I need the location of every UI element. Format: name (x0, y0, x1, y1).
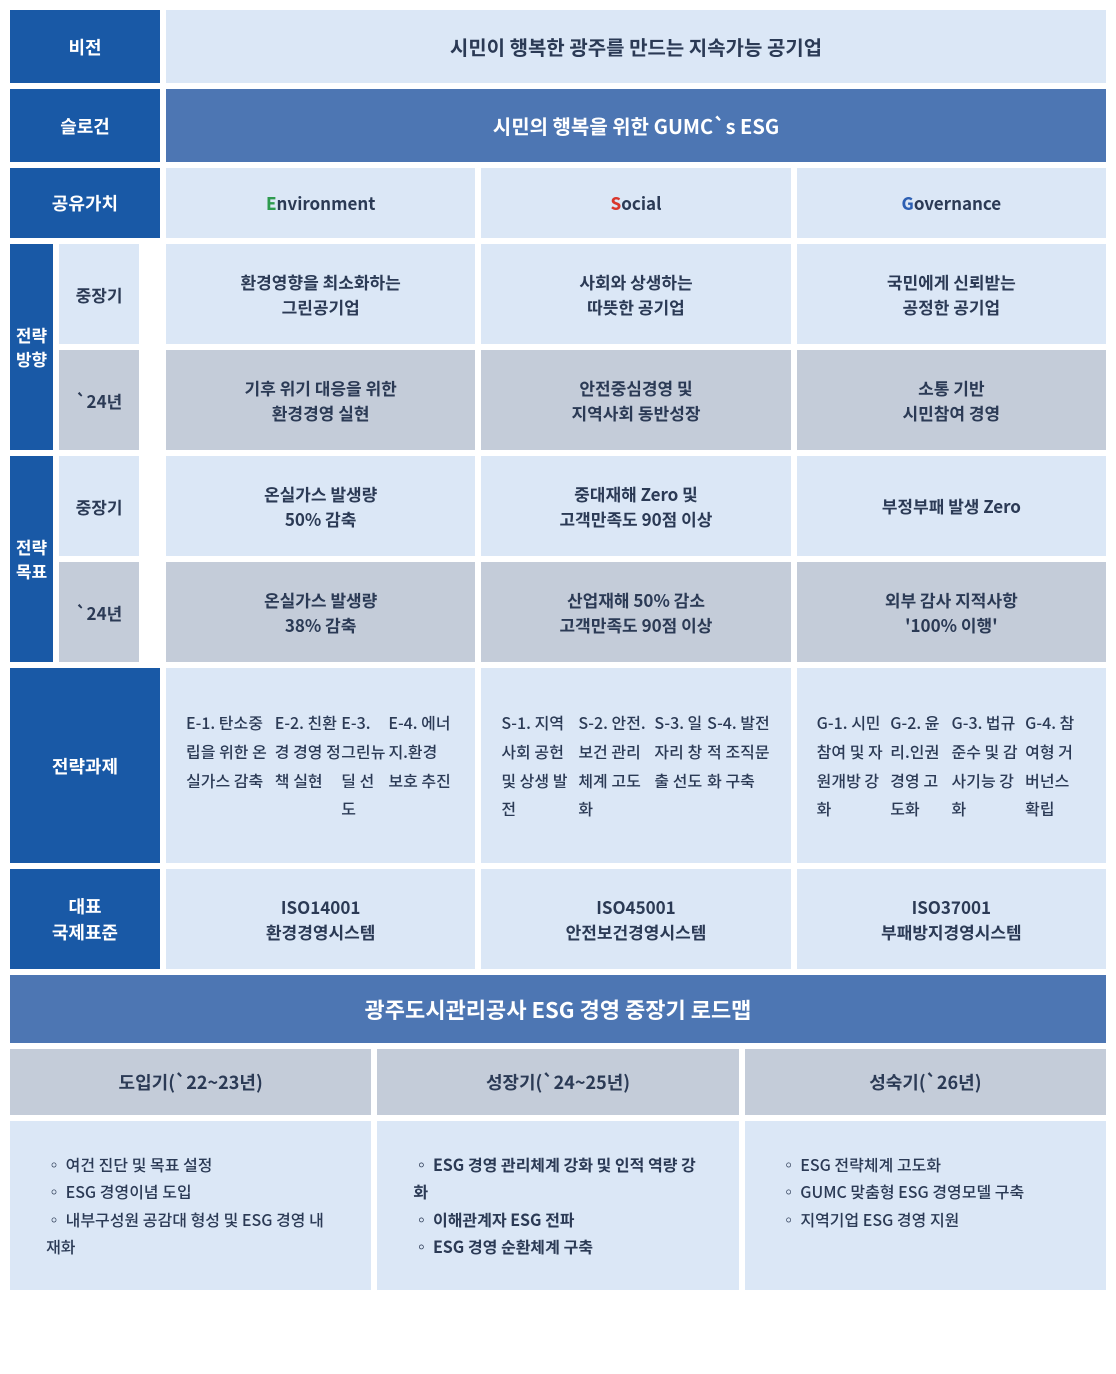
esg-g: Governance (797, 168, 1106, 238)
task-item: S-3. 일자리 창출 선도 (654, 708, 707, 794)
label-slogan: 슬로건 (10, 89, 160, 162)
task-item: G-4. 참여형 거버넌스 확립 (1025, 708, 1086, 823)
roadmap-item: ESG 경영 관리체계 강화 및 인적 역량 강화 (413, 1151, 702, 1205)
dir-lt-s: 사회와 상생하는 따뜻한 공기업 (481, 244, 790, 344)
task-item: E-1. 탄소중립을 위한 온실가스 감축 (186, 708, 275, 794)
label-vision: 비전 (10, 10, 160, 83)
roadmap-phase-title: 도입기(`22~23년) (10, 1049, 371, 1115)
label-direction-y24: `24년 (59, 350, 139, 450)
label-goal: 전략 목표 중장기 `24년 (10, 456, 160, 662)
tasks-s: S-1. 지역사회 공헌 및 상생 발전S-2. 안전.보건 관리체계 고도화S… (481, 668, 790, 863)
roadmap-title: 광주도시관리공사 ESG 경영 중장기 로드맵 (10, 975, 1106, 1043)
row-shared-value: 공유가치 Environment Social Governance (10, 168, 1106, 238)
task-item: S-1. 지역사회 공헌 및 상생 발전 (501, 708, 578, 823)
dir-lt-g: 국민에게 신뢰받는 공정한 공기업 (797, 244, 1106, 344)
task-item: S-4. 발전적 조직문화 구축 (707, 708, 771, 794)
label-direction-main: 전략 방향 (10, 244, 53, 450)
roadmap-item: GUMC 맞춤형 ESG 경영모델 구축 (781, 1178, 1070, 1205)
goal-24-s: 산업재해 50% 감소 고객만족도 90점 이상 (481, 562, 790, 662)
task-item: S-2. 안전.보건 관리체계 고도화 (578, 708, 654, 823)
tasks-g: G-1. 시민 참여 및 자원개방 강화G-2. 윤리.인권경영 고도화G-3.… (797, 668, 1106, 863)
task-item: E-4. 에너지.환경 보호 추진 (388, 708, 455, 794)
roadmap-item: 여건 진단 및 목표 설정 (46, 1151, 335, 1178)
slogan-text: 시민의 행복을 위한 GUMC`s ESG (166, 89, 1106, 162)
label-goal-longterm: 중장기 (59, 456, 139, 556)
esg-strategy-diagram: 비전 시민이 행복한 광주를 만드는 지속가능 공기업 슬로건 시민의 행복을 … (10, 10, 1106, 1290)
roadmap-phases-body: 여건 진단 및 목표 설정ESG 경영이념 도입내부구성원 공감대 형성 및 E… (10, 1121, 1106, 1290)
dir-24-g: 소통 기반 시민참여 경영 (797, 350, 1106, 450)
row-vision: 비전 시민이 행복한 광주를 만드는 지속가능 공기업 (10, 10, 1106, 83)
roadmap-item: ESG 전략체계 고도화 (781, 1151, 1070, 1178)
goal-24-e: 온실가스 발생량 38% 감축 (166, 562, 475, 662)
esg-s: Social (481, 168, 790, 238)
roadmap-item: 이해관계자 ESG 전파 (413, 1206, 702, 1233)
task-item: G-3. 법규 준수 및 감사기능 강화 (952, 708, 1026, 823)
goal-lt-s: 중대재해 Zero 및 고객만족도 90점 이상 (481, 456, 790, 556)
task-item: G-1. 시민 참여 및 자원개방 강화 (817, 708, 891, 823)
label-shared-value: 공유가치 (10, 168, 160, 238)
task-item: E-3. 그린뉴딜 선도 (341, 708, 388, 823)
tasks-e: E-1. 탄소중립을 위한 온실가스 감축E-2. 친환경 경영 정책 실현E-… (166, 668, 475, 863)
roadmap-phase-title: 성장기(`24~25년) (377, 1049, 738, 1115)
std-e: ISO14001 환경경영시스템 (166, 869, 475, 969)
roadmap-item: ESG 경영이념 도입 (46, 1178, 335, 1205)
dir-24-e: 기후 위기 대응을 위한 환경경영 실현 (166, 350, 475, 450)
esg-header-row: Environment Social Governance (166, 168, 1106, 238)
roadmap-phase-title: 성숙기(`26년) (745, 1049, 1106, 1115)
row-slogan: 슬로건 시민의 행복을 위한 GUMC`s ESG (10, 89, 1106, 162)
goal-lt-g: 부정부패 발생 Zero (797, 456, 1106, 556)
label-goal-y24: `24년 (59, 562, 139, 662)
row-direction: 전략 방향 중장기 `24년 환경영향을 최소화하는 그린공기업 사회와 상생하… (10, 244, 1106, 450)
label-direction-longterm: 중장기 (59, 244, 139, 344)
label-tasks: 전략과제 (10, 668, 160, 863)
vision-text: 시민이 행복한 광주를 만드는 지속가능 공기업 (166, 10, 1106, 83)
goal-24-g: 외부 감사 지적사항 '100% 이행' (797, 562, 1106, 662)
roadmap-phase-body: 여건 진단 및 목표 설정ESG 경영이념 도입내부구성원 공감대 형성 및 E… (10, 1121, 371, 1290)
label-standards: 대표 국제표준 (10, 869, 160, 969)
roadmap-phase-body: ESG 전략체계 고도화GUMC 맞춤형 ESG 경영모델 구축지역기업 ESG… (745, 1121, 1106, 1290)
row-goal: 전략 목표 중장기 `24년 온실가스 발생량 50% 감축 중대재해 Zero… (10, 456, 1106, 662)
roadmap-phases-header: 도입기(`22~23년)성장기(`24~25년)성숙기(`26년) (10, 1049, 1106, 1115)
task-item: G-2. 윤리.인권경영 고도화 (890, 708, 951, 823)
goal-lt-e: 온실가스 발생량 50% 감축 (166, 456, 475, 556)
roadmap-phase-body: ESG 경영 관리체계 강화 및 인적 역량 강화이해관계자 ESG 전파ESG… (377, 1121, 738, 1290)
dir-24-s: 안전중심경영 및 지역사회 동반성장 (481, 350, 790, 450)
row-tasks: 전략과제 E-1. 탄소중립을 위한 온실가스 감축E-2. 친환경 경영 정책… (10, 668, 1106, 863)
roadmap-item: 내부구성원 공감대 형성 및 ESG 경영 내재화 (46, 1206, 335, 1260)
std-g: ISO37001 부패방지경영시스템 (797, 869, 1106, 969)
std-s: ISO45001 안전보건경영시스템 (481, 869, 790, 969)
roadmap-item: 지역기업 ESG 경영 지원 (781, 1206, 1070, 1233)
label-goal-main: 전략 목표 (10, 456, 53, 662)
roadmap-item: ESG 경영 순환체계 구축 (413, 1233, 702, 1260)
row-standards: 대표 국제표준 ISO14001 환경경영시스템 ISO45001 안전보건경영… (10, 869, 1106, 969)
label-direction: 전략 방향 중장기 `24년 (10, 244, 160, 450)
dir-lt-e: 환경영향을 최소화하는 그린공기업 (166, 244, 475, 344)
esg-e: Environment (166, 168, 475, 238)
task-item: E-2. 친환경 경영 정책 실현 (275, 708, 342, 794)
